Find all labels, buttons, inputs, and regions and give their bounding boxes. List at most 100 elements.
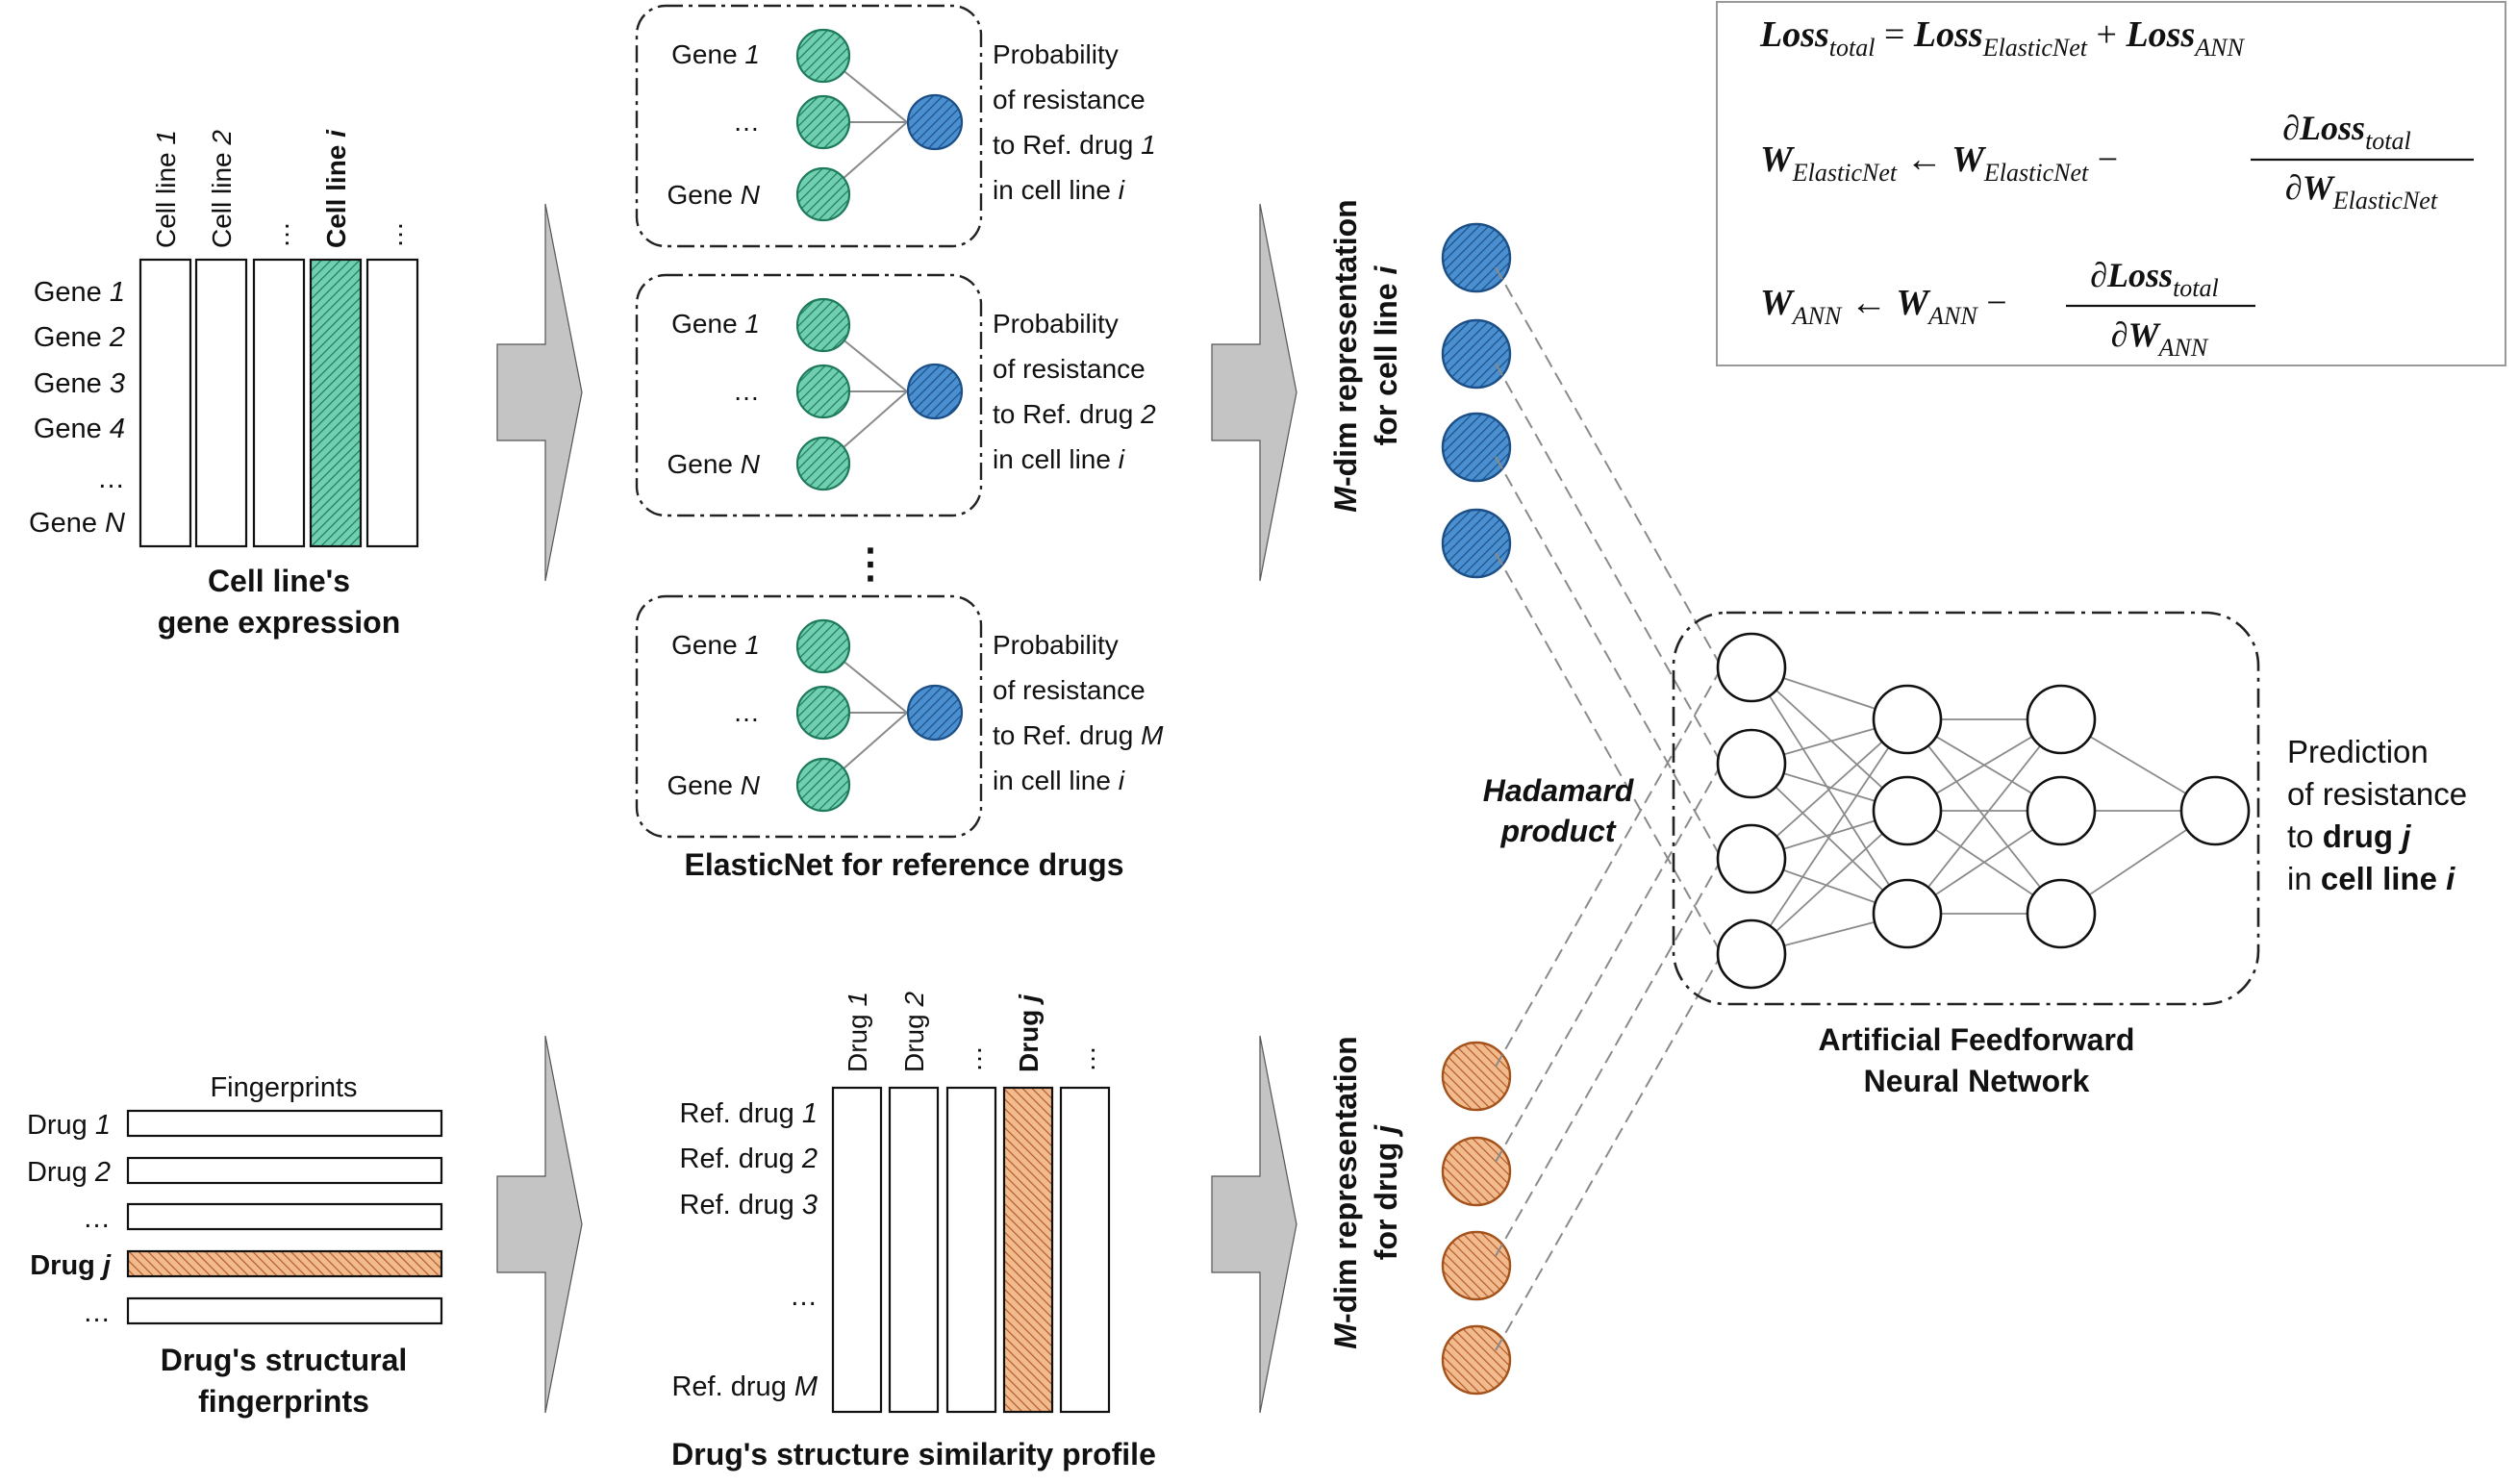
- cell-line-column: [194, 258, 248, 548]
- similarity-row-label: Ref. drug M: [671, 1371, 818, 1402]
- equation-w-ann: WANN ← WANN − ∂Losstotal ∂WANN: [1760, 256, 2255, 362]
- ann-neuron: [1716, 918, 1787, 990]
- elasticnet-output-text: in cell line i: [993, 175, 1125, 205]
- cell-line-column: [365, 258, 419, 548]
- elasticnet-block-box: [635, 4, 983, 248]
- cell-representation-node: [1441, 318, 1512, 390]
- elasticnet-gene-label: Gene N: [667, 449, 760, 479]
- cell-line-column-label: Cell line 1: [151, 130, 181, 248]
- equation-w-elasticnet: WElasticNet ← WElasticNet − ∂Losstotal ∂…: [1760, 109, 2474, 214]
- elasticnet-gene-label: Gene 1: [671, 630, 760, 660]
- ann-neuron: [1872, 878, 1943, 949]
- gene-row-label: Gene 4: [34, 414, 125, 444]
- ann-neuron: [2026, 684, 2097, 755]
- elasticnet-gene-ellipsis: …: [733, 697, 760, 727]
- gene-input-node: [795, 757, 851, 813]
- representation-connections: [1495, 266, 1723, 1351]
- process-arrow: [1211, 203, 1297, 582]
- ann-neuron: [2026, 878, 2097, 949]
- fingerprint-row-label: …: [83, 1203, 111, 1234]
- similarity-column-label: Drug 2: [899, 992, 929, 1072]
- probability-output-node: [906, 93, 964, 151]
- gene-input-node: [795, 685, 851, 741]
- ann-edge: [1750, 667, 1908, 812]
- similarity-row-label: Ref. drug 3: [680, 1190, 818, 1220]
- cell-representation-connection: [1495, 456, 1723, 860]
- drug-representation-label-line1: M-dim representation: [1328, 1036, 1363, 1348]
- gene-expression-matrix: [138, 258, 419, 548]
- fingerprint-bar: [126, 1109, 443, 1138]
- ann-caption-line1: Artificial Feedforward: [1819, 1022, 2135, 1057]
- elasticnet-vdots: ⋮: [850, 541, 891, 586]
- fingerprint-row-label: Drug 1: [27, 1110, 111, 1141]
- gene-input-node: [795, 94, 851, 150]
- svg-text:Losstotal = LossElasticNet + L: Losstotal = LossElasticNet + LossANN: [1759, 14, 2245, 62]
- equation-loss-total: Losstotal = LossElasticNet + LossANN: [1759, 14, 2245, 62]
- cell-representation-label-line2: for cell line i: [1369, 265, 1403, 446]
- drug-representation-connection: [1495, 953, 1723, 1351]
- probability-output-node: [906, 363, 964, 420]
- elasticnet-gene-label: Gene N: [667, 770, 760, 800]
- svg-text:WElasticNet ← WElasticNet −: WElasticNet ← WElasticNet −: [1760, 139, 2118, 187]
- similarity-caption: Drug's structure similarity profile: [671, 1437, 1156, 1471]
- highlighted-cell-line-column: [309, 258, 363, 548]
- elasticnet-gene-ellipsis: …: [733, 376, 760, 406]
- fingerprint-row-label: Drug 2: [27, 1157, 111, 1188]
- ann-edge: [1750, 810, 1908, 955]
- cell-representation-node: [1441, 508, 1512, 579]
- similarity-column: [831, 1086, 883, 1414]
- gene-expression-caption-line2: gene expression: [158, 605, 401, 640]
- similarity-column-label: Drug j: [1014, 994, 1044, 1072]
- elasticnet-output-text: to Ref. drug 1: [993, 130, 1156, 160]
- ann-edge: [1750, 763, 1908, 915]
- elasticnet-output-text: in cell line i: [993, 444, 1125, 474]
- elasticnet-gene-label: Gene 1: [671, 39, 760, 69]
- elasticnet-caption: ElasticNet for reference drugs: [684, 847, 1123, 882]
- gene-row-labels: Gene 1 Gene 2 Gene 3 Gene 4 … Gene N: [29, 277, 125, 539]
- fingerprint-bar: [126, 1202, 443, 1231]
- probability-output-node: [906, 684, 964, 742]
- svg-text:∂Losstotal: ∂Losstotal: [2090, 256, 2218, 302]
- elasticnet-output-text: Probability: [993, 630, 1119, 660]
- drug-representation-node: [1441, 1041, 1512, 1112]
- gene-input-node: [795, 166, 851, 222]
- elasticnet-output-text: Probability: [993, 39, 1119, 69]
- ann-neuron: [1716, 823, 1787, 894]
- cell-representation-connection: [1495, 552, 1723, 955]
- drug-representation-connection: [1495, 858, 1723, 1257]
- fingerprint-row-label: Drug j: [30, 1250, 112, 1281]
- cell-line-column-label: …: [378, 221, 408, 248]
- similarity-column: [888, 1086, 940, 1414]
- drug-representation-node: [1441, 1324, 1512, 1396]
- drug-representation-node: [1441, 1230, 1512, 1301]
- gene-input-node: [795, 618, 851, 674]
- cell-representation-node: [1441, 412, 1512, 483]
- fingerprint-bar: [126, 1296, 443, 1325]
- elasticnet-output-text: Probability: [993, 309, 1119, 339]
- gene-input-node: [795, 436, 851, 491]
- gene-row-label: Gene 2: [34, 322, 125, 353]
- fingerprints-caption-line1: Drug's structural: [161, 1343, 408, 1377]
- cell-representation-label-line1: M-dim representation: [1328, 199, 1363, 512]
- gene-row-label: Gene N: [29, 508, 125, 539]
- ann-neuron: [1872, 775, 1943, 846]
- highlighted-fingerprint-bar: [126, 1249, 443, 1278]
- similarity-row-label: …: [790, 1281, 818, 1312]
- gene-input-node: [795, 28, 851, 84]
- gene-row-label: Gene 1: [34, 277, 125, 308]
- fingerprints-header: Fingerprints: [210, 1072, 357, 1103]
- elasticnet-output-text: to Ref. drug 2: [993, 399, 1156, 429]
- representation-nodes: [1441, 222, 1512, 1396]
- process-arrow: [496, 203, 583, 582]
- similarity-row-label: Ref. drug 1: [680, 1098, 818, 1129]
- svg-text:∂Losstotal: ∂Losstotal: [2282, 109, 2410, 155]
- similarity-row-labels: Ref. drug 1 Ref. drug 2 Ref. drug 3 … Ref. d…: [671, 1098, 818, 1402]
- process-arrow: [1211, 1035, 1297, 1414]
- elasticnet-gene-ellipsis: …: [733, 107, 760, 137]
- cell-representation-connection: [1495, 363, 1723, 765]
- svg-text:∂WElasticNet: ∂WElasticNet: [2285, 168, 2438, 214]
